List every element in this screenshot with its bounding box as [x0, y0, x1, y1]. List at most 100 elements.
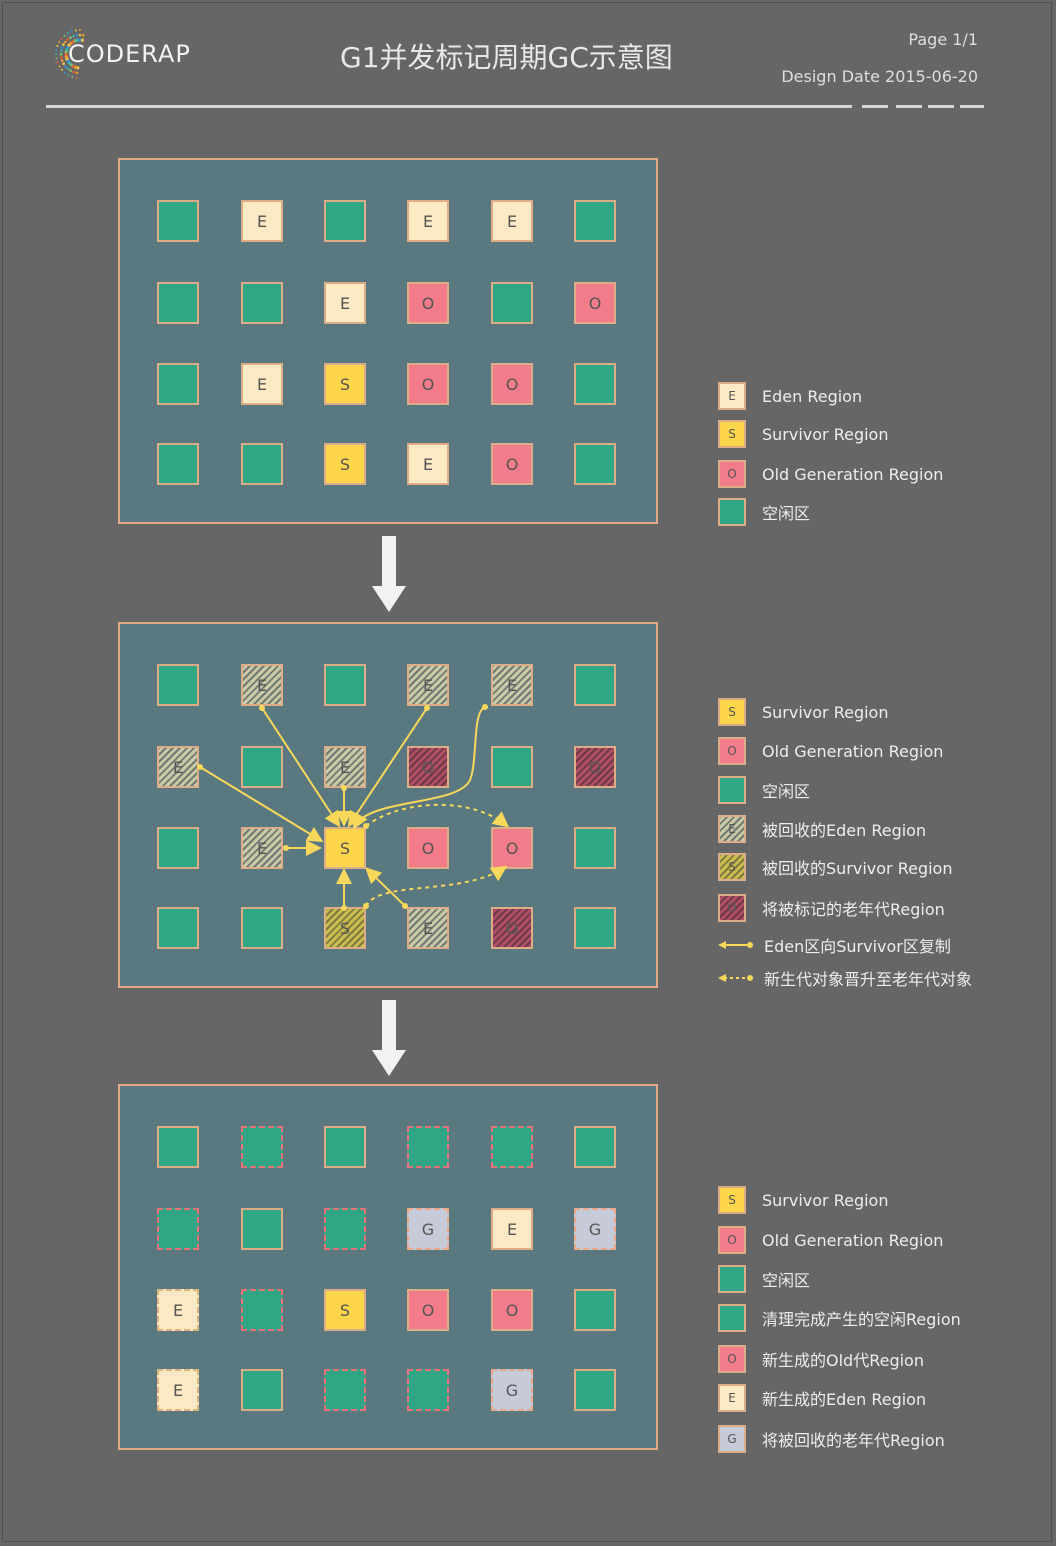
region-cell: [241, 1208, 283, 1250]
legend-swatch: O: [718, 460, 746, 488]
legend-label: Eden Region: [762, 386, 863, 406]
region-cell: [241, 443, 283, 485]
region-cell: [324, 1369, 366, 1411]
legend-swatch: E: [718, 1384, 746, 1412]
legend-label: 新生成的Old代Region: [762, 1351, 924, 1370]
legend-swatch: O: [718, 737, 746, 765]
region-cell: [157, 443, 199, 485]
region-cell: O: [407, 363, 449, 405]
region-cell: [157, 827, 199, 869]
legend-label: 新生代对象晋升至老年代对象: [764, 970, 973, 989]
region-cell: O: [407, 282, 449, 324]
header-divider-dash: [862, 105, 888, 108]
legend-item: 清理完成产生的空闲Region: [718, 1304, 961, 1332]
region-cell: [157, 363, 199, 405]
legend-swatch: S: [718, 1186, 746, 1214]
legend-item: O Old Generation Region: [718, 1226, 943, 1254]
logo: [46, 22, 216, 86]
legend-item: S Survivor Region: [718, 698, 888, 726]
legend-swatch: [718, 776, 746, 804]
header-divider-dash: [928, 105, 954, 108]
region-cell: E: [407, 443, 449, 485]
copy-arrow-icon: [718, 941, 753, 949]
region-cell: O: [491, 907, 533, 949]
region-cell: O: [491, 443, 533, 485]
logo-dots-icon: [55, 29, 85, 79]
region-cell: O: [407, 746, 449, 788]
legend-label: 空闲区: [762, 782, 811, 801]
region-cell: [157, 664, 199, 706]
region-cell: S: [324, 363, 366, 405]
legend-label: 将被标记的老年代Region: [762, 900, 945, 919]
region-cell: E: [241, 664, 283, 706]
page-number: Page 1/1: [908, 30, 978, 49]
header-divider-dash: [896, 105, 922, 108]
legend-swatch: [718, 498, 746, 526]
legend-item: E 新生成的Eden Region: [718, 1384, 926, 1412]
region-cell: G: [407, 1208, 449, 1250]
legend-item: Eden区向Survivor区复制: [718, 931, 951, 959]
legend-swatch: O: [718, 894, 746, 922]
region-cell: [241, 1369, 283, 1411]
region-cell: [157, 907, 199, 949]
region-cell: O: [574, 746, 616, 788]
legend-item: E Eden Region: [718, 382, 862, 410]
region-cell: G: [574, 1208, 616, 1250]
legend-swatch: O: [718, 1226, 746, 1254]
region-cell: [407, 1126, 449, 1168]
region-cell: O: [574, 282, 616, 324]
region-cell: [574, 200, 616, 242]
region-cell: [574, 1289, 616, 1331]
legend-item: 空闲区: [718, 776, 810, 804]
legend-label: Old Generation Region: [762, 1230, 944, 1250]
region-cell: [324, 1208, 366, 1250]
legend-label: 将被回收的老年代Region: [762, 1431, 945, 1450]
region-cell: E: [324, 282, 366, 324]
region-cell: [241, 1126, 283, 1168]
region-cell: [241, 282, 283, 324]
region-cell: [491, 1126, 533, 1168]
region-cell: O: [491, 1289, 533, 1331]
region-cell: E: [324, 746, 366, 788]
region-cell: [574, 827, 616, 869]
legend-label: Survivor Region: [762, 424, 889, 444]
region-cell: [324, 664, 366, 706]
promote-arrow-icon: [718, 974, 753, 982]
region-cell: S: [324, 907, 366, 949]
region-cell: [241, 1289, 283, 1331]
region-cell: [574, 443, 616, 485]
region-cell: [574, 664, 616, 706]
region-cell: S: [324, 1289, 366, 1331]
legend-item: O 将被标记的老年代Region: [718, 894, 945, 922]
legend-item: S 被回收的Survivor Region: [718, 853, 953, 881]
region-cell: [407, 1369, 449, 1411]
legend-swatch: S: [718, 853, 746, 881]
region-cell: O: [491, 827, 533, 869]
header-divider: [46, 105, 852, 108]
region-cell: [574, 1126, 616, 1168]
legend-item: 空闲区: [718, 1265, 810, 1293]
region-cell: [157, 1208, 199, 1250]
region-cell: E: [157, 1289, 199, 1331]
region-cell: E: [157, 746, 199, 788]
legend-swatch: [718, 1265, 746, 1293]
region-cell: O: [407, 827, 449, 869]
legend-label: 清理完成产生的空闲Region: [762, 1310, 961, 1329]
region-cell: E: [241, 363, 283, 405]
region-cell: E: [407, 664, 449, 706]
legend-swatch: G: [718, 1425, 746, 1453]
legend-label: 空闲区: [762, 504, 811, 523]
down-arrow-icon: [372, 1000, 406, 1076]
region-cell: [241, 746, 283, 788]
region-cell: [574, 1369, 616, 1411]
region-cell: [574, 363, 616, 405]
logo-text: CODERAP: [68, 40, 191, 68]
page-title: G1并发标记周期GC示意图: [340, 41, 673, 74]
region-cell: S: [324, 443, 366, 485]
region-cell: E: [241, 200, 283, 242]
region-cell: E: [491, 1208, 533, 1250]
legend-label: Eden区向Survivor区复制: [764, 937, 951, 956]
